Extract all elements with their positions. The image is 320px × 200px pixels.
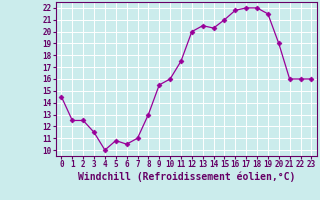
X-axis label: Windchill (Refroidissement éolien,°C): Windchill (Refroidissement éolien,°C) (78, 172, 295, 182)
